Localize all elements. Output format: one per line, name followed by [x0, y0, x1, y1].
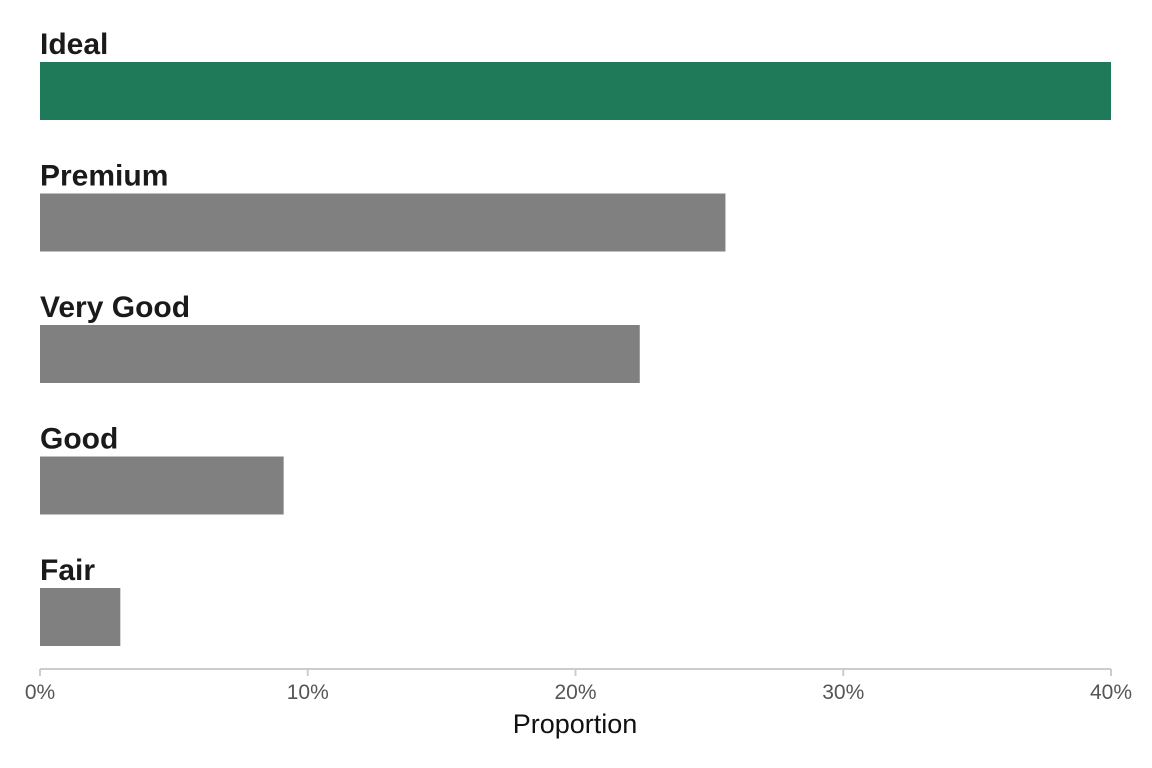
bar-good [40, 456, 284, 515]
category-label-premium: Premium [40, 160, 168, 193]
x-tick-label: 40% [1090, 681, 1132, 704]
x-tick-label: 30% [822, 681, 864, 704]
bar-fair [40, 588, 121, 646]
bar-ideal [40, 62, 1111, 120]
bar-premium [40, 193, 726, 252]
x-axis-title: Proportion [513, 709, 638, 739]
x-axis-ticks: 0% 10% 20% 30% 40% [25, 669, 1132, 704]
bars-layer [40, 62, 1111, 646]
x-tick-label: 20% [554, 681, 596, 704]
category-label-fair: Fair [40, 554, 95, 587]
x-tick-label: 0% [25, 681, 55, 704]
category-label-very-good: Very Good [40, 291, 190, 324]
bar-very-good [40, 325, 640, 383]
x-tick-label: 10% [287, 681, 329, 704]
category-label-good: Good [40, 423, 118, 456]
category-label-ideal: Ideal [40, 28, 108, 61]
category-labels: Ideal Premium Very Good Good Fair [40, 28, 190, 587]
